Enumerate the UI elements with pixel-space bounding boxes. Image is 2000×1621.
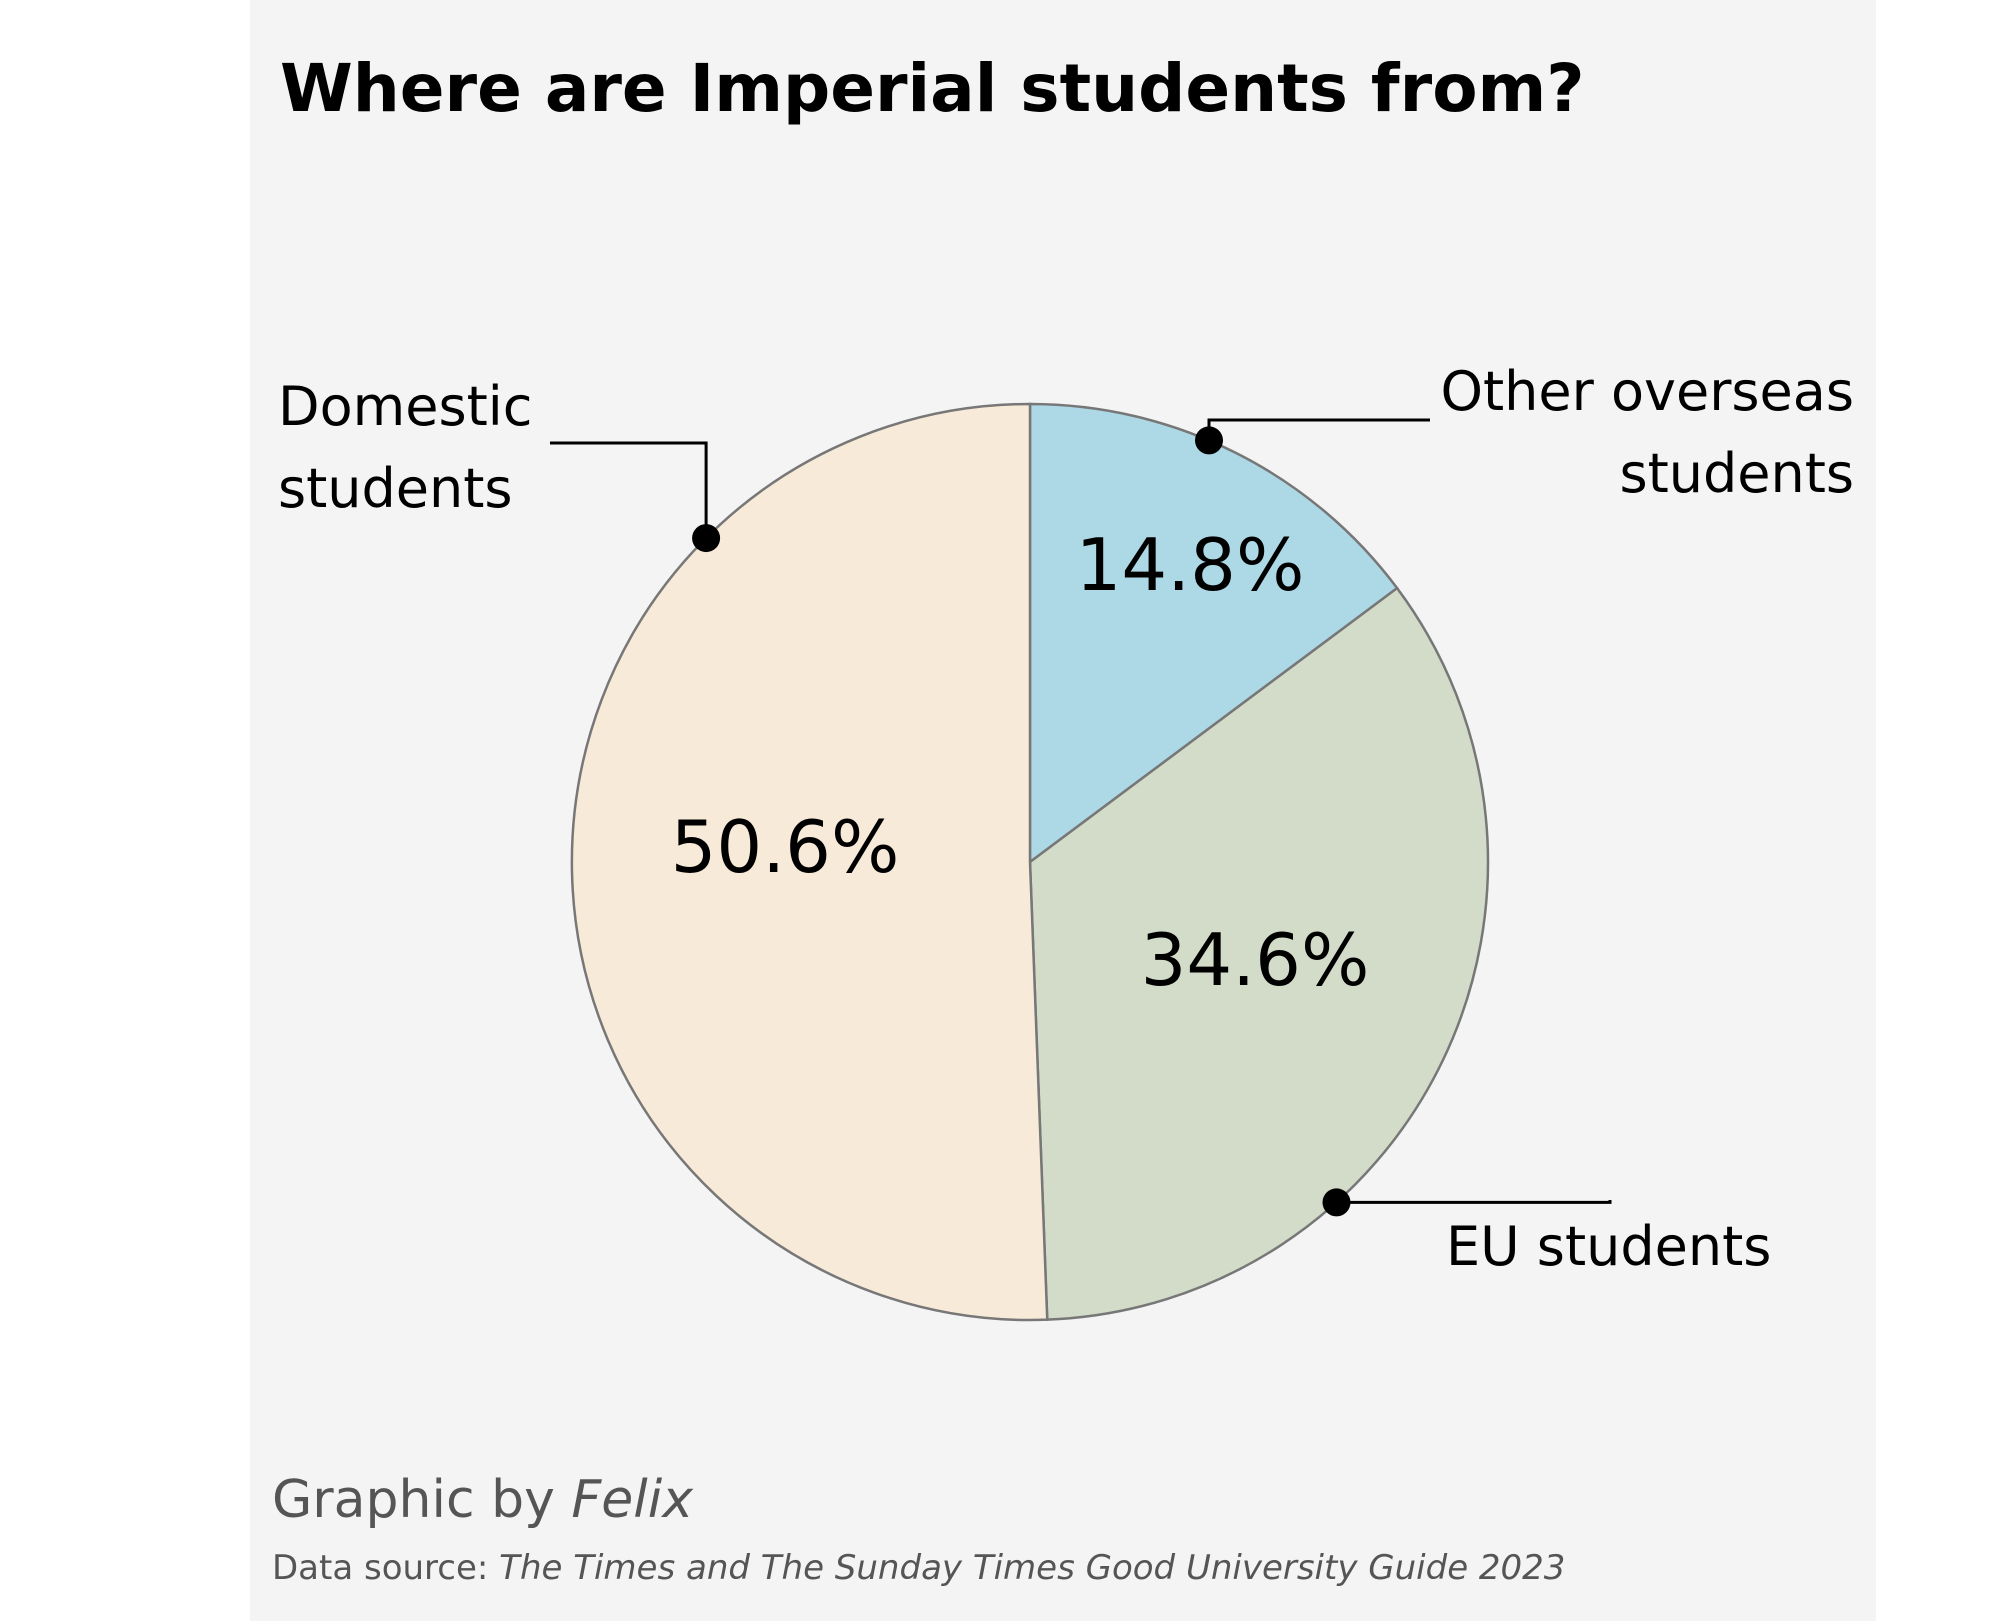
percent-label-domestic-students: 50.6% [671,805,900,889]
leader-line-domestic-students [550,441,708,539]
leader-dot-domestic-students [692,524,721,553]
category-label-eu-students: EU students [1446,1215,1771,1278]
category-labels: Other overseas students EU students Domesti… [278,360,1854,1278]
pie-slices [570,402,1490,1322]
pie-slice-other-overseas-students [1028,402,1399,865]
percent-label-other-overseas-students: 14.8% [1076,523,1305,607]
credit-prefix: Graphic by [272,1470,572,1530]
leader-dot-eu-students [1322,1188,1351,1217]
pie-slice-domestic-students [570,402,1049,1322]
graphic-credit: Graphic by Felix [272,1470,693,1530]
pie-slice-eu-students [1028,586,1490,1321]
category-label-domestic-students: Domestic students [278,375,532,520]
percent-labels: 14.8% 34.6% 50.6% [671,523,1370,1002]
source-name: The Times and The Sunday Times Good Univ… [499,1548,1566,1588]
category-label-other-overseas-students: Other overseas students [1441,360,1855,505]
leader-lines [550,418,1612,1217]
leader-line-eu-students [1336,1200,1612,1204]
leader-dot-other-overseas-students [1195,426,1223,455]
percent-label-eu-students: 34.6% [1141,918,1370,1002]
leader-line-other-overseas-students [1207,418,1430,441]
data-source: Data source: The Times and The Sunday Ti… [272,1548,1565,1588]
credit-name: Felix [571,1470,693,1530]
source-prefix: Data source: [272,1548,500,1588]
chart-title: Where are Imperial students from? [280,50,1585,127]
